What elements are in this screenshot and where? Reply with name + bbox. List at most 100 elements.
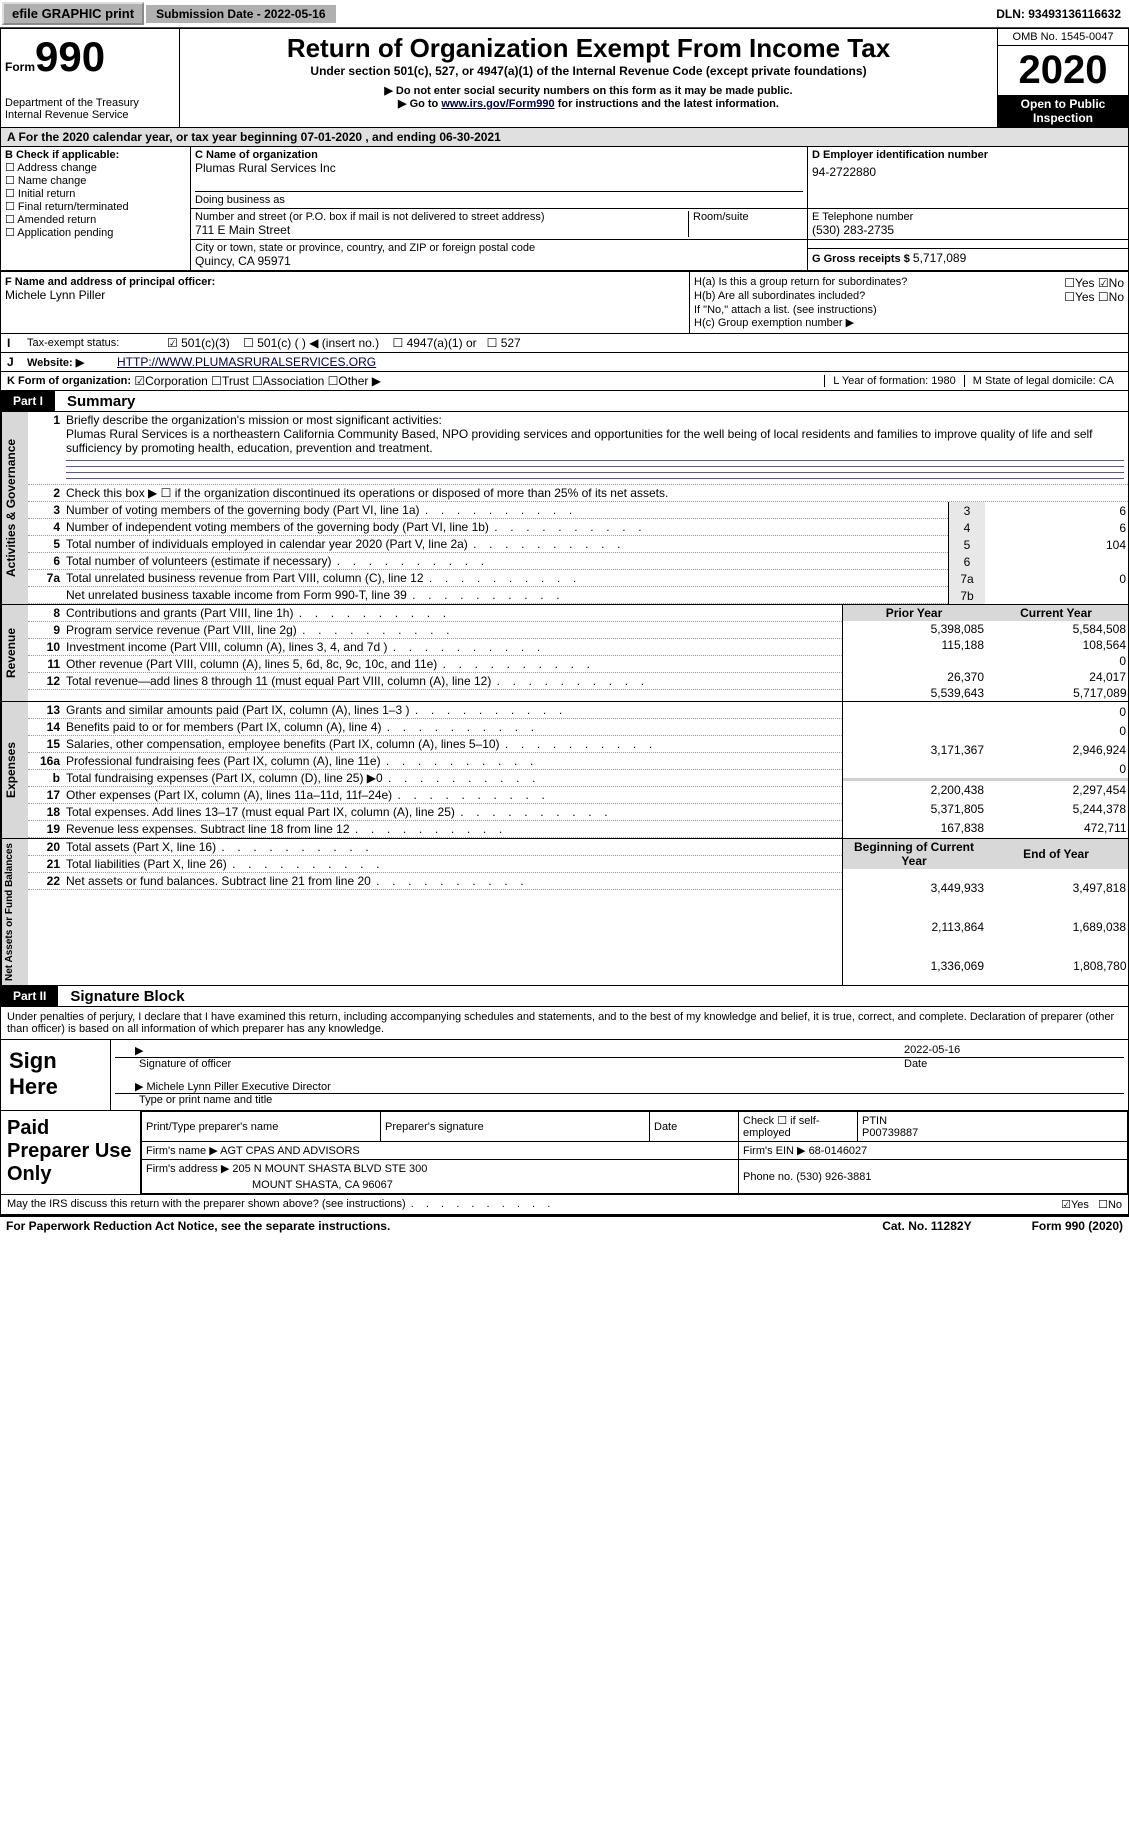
expenses-label: Expenses: [1, 702, 28, 838]
summary-value-row: 36: [949, 502, 1128, 519]
declaration-text: Under penalties of perjury, I declare th…: [1, 1007, 1128, 1039]
officer-name: Michele Lynn Piller: [5, 288, 685, 302]
section-c-street: Number and street (or P.O. box if mail i…: [191, 209, 808, 240]
header-right: OMB No. 1545-0047 2020 Open to Public In…: [998, 29, 1128, 127]
efile-print-button[interactable]: efile GRAPHIC print: [2, 2, 144, 25]
ptin-value: P00739887: [862, 1127, 918, 1139]
summary-value-row: 5,398,0855,584,508: [843, 621, 1128, 637]
summary-value-row: 0: [843, 653, 1128, 669]
hc-label: H(c) Group exemption number ▶: [694, 316, 1124, 329]
k-assoc: Association: [263, 374, 324, 388]
dln-value: 93493136116632: [1028, 7, 1121, 21]
top-bar: efile GRAPHIC print Submission Date - 20…: [0, 0, 1129, 28]
b-checkbox-item[interactable]: ☐ Application pending: [5, 226, 186, 239]
org-name: Plumas Rural Services Inc: [195, 161, 803, 175]
ein-label: D Employer identification number: [812, 149, 1124, 161]
summary-value-row: 7a0: [949, 570, 1128, 587]
summary-value-row: 0: [843, 721, 1128, 740]
part1-revenue: Revenue 8Contributions and grants (Part …: [0, 605, 1129, 702]
spacer-cell: [808, 240, 1128, 249]
summary-line: 18Total expenses. Add lines 13–17 (must …: [28, 804, 842, 821]
rev-col-hdr: Prior YearCurrent Year: [843, 605, 1128, 621]
section-d: D Employer identification number 94-2722…: [808, 147, 1128, 209]
part2-title: Signature Block: [58, 988, 184, 1005]
summary-value-row: 0: [843, 759, 1128, 778]
b-checkbox-item[interactable]: ☐ Name change: [5, 174, 186, 187]
submission-date-lbl-text: Submission Date -: [156, 7, 264, 21]
dln-label: DLN:: [996, 7, 1028, 21]
k-trust: Trust: [222, 374, 249, 388]
firm-addr-label: Firm's address ▶: [146, 1163, 229, 1175]
row-j: J Website: ▶ HTTP://WWW.PLUMASRURALSERVI…: [0, 353, 1129, 372]
b-checkbox-item[interactable]: ☐ Address change: [5, 161, 186, 174]
summary-value-row: 26,37024,017: [843, 669, 1128, 685]
i-opt-501c3: 501(c)(3): [181, 336, 230, 350]
summary-line: 22Net assets or fund balances. Subtract …: [28, 873, 842, 890]
k-corp: Corporation: [145, 374, 208, 388]
part1-title: Summary: [55, 393, 135, 410]
summary-line: 21Total liabilities (Part X, line 26): [28, 856, 842, 873]
website-link[interactable]: HTTP://WWW.PLUMASRURALSERVICES.ORG: [117, 355, 376, 369]
summary-value-row: 6: [949, 553, 1128, 570]
part1-number: Part I: [1, 391, 55, 411]
goto-suffix: for instructions and the latest informat…: [555, 98, 779, 110]
irs-link[interactable]: www.irs.gov/Form990: [441, 98, 554, 110]
city-value: Quincy, CA 95971: [195, 254, 803, 268]
k-other: Other ▶: [338, 374, 381, 388]
section-c-name: C Name of organization Plumas Rural Serv…: [191, 147, 808, 209]
city-label: City or town, state or province, country…: [195, 242, 803, 254]
summary-value-row: 3,449,9333,497,818: [843, 869, 1128, 908]
sig-officer-label: Signature of officer: [115, 1058, 904, 1070]
form-subtitle: Under section 501(c), 527, or 4947(a)(1)…: [188, 64, 989, 78]
open-to-public: Open to Public Inspection: [998, 95, 1128, 127]
street-label: Number and street (or P.O. box if mail i…: [195, 211, 688, 223]
summary-line: 19Revenue less expenses. Subtract line 1…: [28, 821, 842, 838]
officer-label: F Name and address of principal officer:: [5, 276, 685, 288]
summary-value-row: 167,838472,711: [843, 819, 1128, 838]
street-value: 711 E Main Street: [195, 223, 688, 237]
gross-receipts-label: G Gross receipts $: [812, 253, 913, 265]
section-h: H(a) Is this a group return for subordin…: [690, 272, 1128, 333]
part2-header: Part II Signature Block: [0, 986, 1129, 1007]
prep-name-hdr: Print/Type preparer's name: [142, 1112, 381, 1142]
col-prior-year: Prior Year: [843, 605, 986, 621]
row-i: I Tax-exempt status: ☑ 501(c)(3) ☐ 501(c…: [0, 334, 1129, 353]
b-checkbox-item[interactable]: ☐ Initial return: [5, 187, 186, 200]
hb-yesno: ☐Yes ☐No: [1064, 290, 1124, 304]
form-header: Form990 Department of the Treasury Inter…: [0, 28, 1129, 128]
net-col-hdr: Beginning of Current YearEnd of Year: [843, 839, 1128, 869]
room-label: Room/suite: [693, 211, 803, 223]
col-begin-year: Beginning of Current Year: [843, 839, 986, 869]
ptin-label: PTIN: [862, 1115, 887, 1127]
hb-no: No: [1109, 290, 1124, 304]
summary-line: 11Other revenue (Part VIII, column (A), …: [28, 656, 842, 673]
sig-date-label: Date: [904, 1058, 1124, 1070]
summary-value-row: 5104: [949, 536, 1128, 553]
summary-line: 13Grants and similar amounts paid (Part …: [28, 702, 842, 719]
governance-label: Activities & Governance: [1, 412, 28, 604]
phone-label: E Telephone number: [812, 211, 1124, 223]
ein-value: 94-2722880: [812, 165, 1124, 179]
footer-catno: Cat. No. 11282Y: [882, 1219, 971, 1233]
omb-number: OMB No. 1545-0047: [998, 29, 1128, 46]
summary-line: 12Total revenue—add lines 8 through 11 (…: [28, 673, 842, 690]
summary-value-row: 2,200,4382,297,454: [843, 781, 1128, 800]
f-h-row: F Name and address of principal officer:…: [0, 272, 1129, 334]
firm-addr1: 205 N MOUNT SHASTA BLVD STE 300: [232, 1163, 427, 1175]
i-opt-527: 527: [501, 336, 521, 350]
section-b: B Check if applicable: ☐ Address change☐…: [1, 147, 191, 271]
goto-prefix: ▶ Go to: [398, 98, 441, 110]
b-checkbox-item[interactable]: ☐ Final return/terminated: [5, 200, 186, 213]
summary-line: 3Number of voting members of the governi…: [28, 502, 948, 519]
summary-line: 7aTotal unrelated business revenue from …: [28, 570, 948, 587]
hb-yes: Yes: [1075, 290, 1095, 304]
prep-sig-hdr: Preparer's signature: [381, 1112, 650, 1142]
summary-line: 17Other expenses (Part IX, column (A), l…: [28, 787, 842, 804]
b-checkbox-item[interactable]: ☐ Amended return: [5, 213, 186, 226]
line2-text: Check this box ▶ ☐ if the organization d…: [66, 486, 1124, 500]
firm-phone: (530) 926-3881: [796, 1171, 871, 1183]
summary-value-row: 2,113,8641,689,038: [843, 908, 1128, 947]
section-g: G Gross receipts $ 5,717,089: [808, 249, 1128, 272]
ha-yesno: ☐Yes ☑No: [1064, 276, 1124, 290]
tax-year: 2020: [998, 46, 1128, 95]
